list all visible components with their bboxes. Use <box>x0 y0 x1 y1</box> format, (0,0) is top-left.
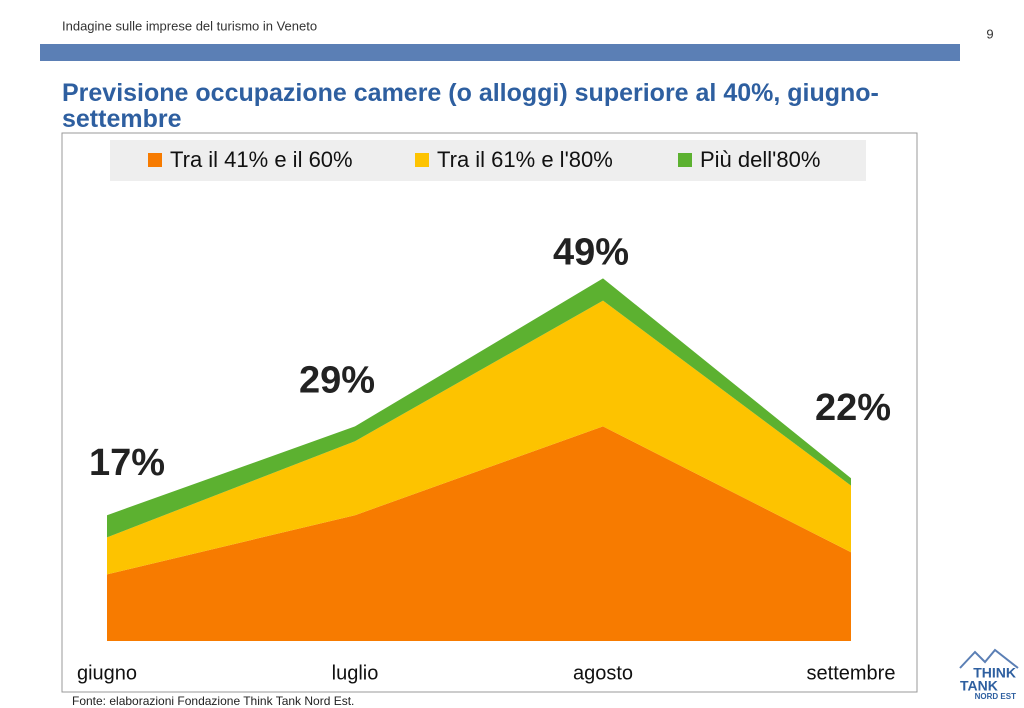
legend-swatch <box>148 153 162 167</box>
area <box>107 278 851 538</box>
x-tick-label: giugno <box>77 662 137 684</box>
area <box>107 426 851 641</box>
total-label: 17% <box>89 442 165 484</box>
legend-label: Più dell'80% <box>700 147 820 172</box>
chart-title: Previsione occupazione camere (o alloggi… <box>62 79 879 133</box>
total-label: 22% <box>815 387 891 429</box>
total-label: 49% <box>553 231 629 273</box>
x-tick-label: agosto <box>573 662 633 684</box>
logo-text: THINK <box>973 665 1016 681</box>
legend-swatch <box>415 153 429 167</box>
logo-mark <box>959 648 1019 669</box>
x-tick-label: luglio <box>332 662 379 684</box>
page-number: 9 <box>986 26 993 41</box>
legend-box <box>110 140 866 181</box>
x-tick-label: settembre <box>807 662 896 684</box>
header-bar <box>40 44 960 61</box>
logo-text: NORD EST <box>975 692 1016 701</box>
legend-swatch <box>678 153 692 167</box>
total-label: 29% <box>299 359 375 401</box>
legend-label: Tra il 61% e l'80% <box>437 147 613 172</box>
area <box>107 300 851 575</box>
logo-text: TANK <box>960 678 998 694</box>
header: Indagine sulle imprese del turismo in Ve… <box>62 18 317 33</box>
logo: THINK TANK NORD EST <box>959 648 1019 701</box>
legend-label: Tra il 41% e il 60% <box>170 147 353 172</box>
source: Fonte: elaborazioni Fondazione Think Tan… <box>72 694 354 708</box>
